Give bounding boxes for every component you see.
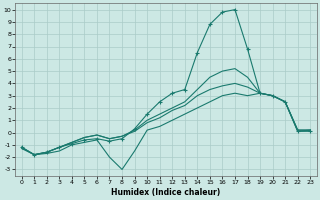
X-axis label: Humidex (Indice chaleur): Humidex (Indice chaleur) xyxy=(111,188,220,197)
